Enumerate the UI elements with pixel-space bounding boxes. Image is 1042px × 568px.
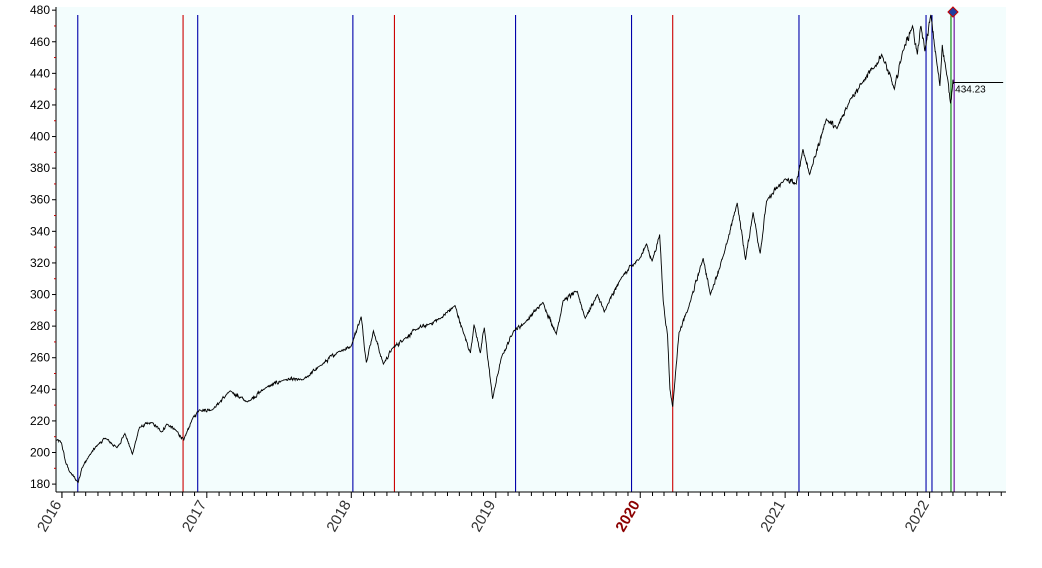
y-tick-label: 400 (30, 130, 50, 144)
y-tick-label: 300 (30, 288, 50, 302)
plot-background (56, 7, 1006, 492)
x-tick-label: 2020 (612, 498, 643, 535)
y-tick-label: 360 (30, 193, 50, 207)
x-tick-label: 2016 (34, 498, 65, 535)
x-tick-label: 2019 (468, 498, 499, 535)
y-tick-label: 240 (30, 382, 50, 396)
series-line-1 (56, 14, 955, 484)
diamond-marker-icon (947, 6, 959, 18)
x-axis-ticks: 2016 2017 2018 2019 2020 2021 2022 (34, 492, 1002, 535)
y-tick-label: 260 (30, 351, 50, 365)
y-tick-label: 200 (30, 446, 50, 460)
y-tick-label: 180 (30, 477, 50, 491)
y-tick-label: 480 (30, 3, 50, 17)
y-tick-label: 420 (30, 98, 50, 112)
x-tick-label: 2021 (757, 498, 788, 535)
y-tick-label: 320 (30, 256, 50, 270)
last-value-label: 434.23 (955, 84, 986, 95)
series-lines (56, 14, 955, 484)
y-tick-label: 380 (30, 161, 50, 175)
x-tick-label: 2018 (323, 498, 354, 535)
y-tick-label: 340 (30, 224, 50, 238)
x-tick-label: 2022 (902, 498, 933, 535)
y-tick-label: 280 (30, 319, 50, 333)
last-value-marker: 434.23 (947, 6, 1004, 95)
y-axis-ticks: 180 200 220 240 260 280 300 320 340 360 380 400 420 4… (30, 3, 56, 491)
y-tick-label: 220 (30, 414, 50, 428)
x-tick-label: 2017 (179, 498, 210, 535)
y-tick-label: 440 (30, 66, 50, 80)
y-tick-label: 460 (30, 35, 50, 49)
event-lines (77, 15, 955, 492)
